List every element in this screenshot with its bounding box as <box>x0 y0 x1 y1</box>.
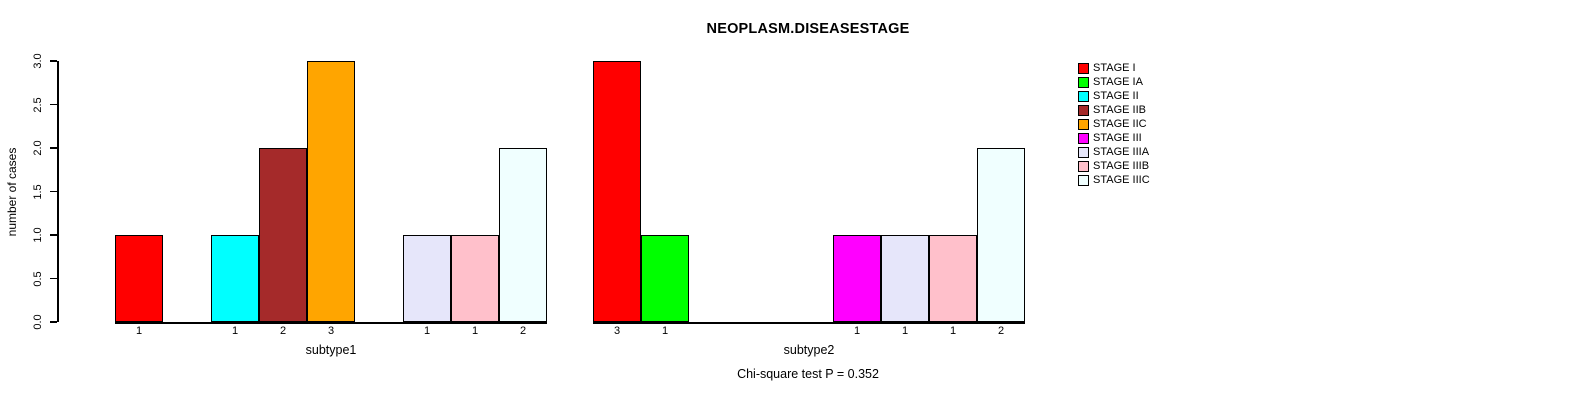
legend-item-label: STAGE IIB <box>1093 104 1146 116</box>
legend-item: STAGE IA <box>1078 75 1150 89</box>
bar-stage-iiib <box>929 235 977 322</box>
y-tick-mark <box>50 147 57 149</box>
legend-item-label: STAGE IIIA <box>1093 146 1150 158</box>
y-tick-label: 2.0 <box>32 140 44 156</box>
bar-count-label: 2 <box>279 325 287 337</box>
x-axis-line <box>115 322 547 324</box>
bar-count-label: 1 <box>471 325 479 337</box>
legend-item: STAGE III <box>1078 131 1150 145</box>
panel-label-subtype2: subtype2 <box>783 343 835 357</box>
legend-item: STAGE I <box>1078 61 1150 75</box>
bar-stage-iiia <box>881 235 929 322</box>
bar-stage-i <box>593 61 641 322</box>
bar-stage-iii <box>833 235 881 322</box>
legend-color-swatch <box>1078 174 1089 186</box>
legend-color-swatch <box>1078 62 1089 74</box>
bar-count-label: 2 <box>997 325 1005 337</box>
panel-label-subtype1: subtype1 <box>305 343 357 357</box>
y-tick-label: 0.0 <box>32 314 44 330</box>
y-axis-line <box>57 61 59 322</box>
bar-stage-i <box>115 235 163 322</box>
y-tick-mark <box>50 277 57 280</box>
legend-item-label: STAGE IIC <box>1093 118 1147 130</box>
bar-count-label: 1 <box>231 325 239 337</box>
y-tick-mark <box>50 321 57 323</box>
bar-stage-iiib <box>451 235 499 322</box>
chart-title: NEOPLASM.DISEASESTAGE <box>706 21 910 37</box>
y-tick-label: 1.0 <box>32 227 44 243</box>
legend-color-swatch <box>1078 118 1089 130</box>
bar-count-label: 1 <box>901 325 909 337</box>
bar-stage-ii <box>211 235 259 322</box>
bar-stage-iib <box>259 148 307 322</box>
y-tick-mark <box>50 234 57 236</box>
bar-stage-iiic <box>499 148 547 322</box>
bar-count-label: 1 <box>423 325 431 337</box>
legend-item-label: STAGE II <box>1093 90 1139 102</box>
legend-item: STAGE IIC <box>1078 117 1150 131</box>
bar-stage-iiia <box>403 235 451 322</box>
chi-square-annotation: Chi-square test P = 0.352 <box>737 367 879 381</box>
legend: STAGE I STAGE IA STAGE II STAGE IIB STAGE II… <box>1078 61 1150 187</box>
legend-item: STAGE IIIC <box>1078 173 1150 187</box>
legend-item-label: STAGE IIIB <box>1093 160 1150 172</box>
bar-count-label: 1 <box>853 325 861 337</box>
bar-stage-iic <box>307 61 355 322</box>
bar-count-label: 2 <box>519 325 527 337</box>
bar-count-label: 3 <box>327 325 335 337</box>
legend-item-label: STAGE III <box>1093 132 1142 144</box>
legend-item: STAGE IIB <box>1078 103 1150 117</box>
legend-item: STAGE IIIA <box>1078 145 1150 159</box>
legend-item-label: STAGE IA <box>1093 76 1143 88</box>
legend-color-swatch <box>1078 104 1089 116</box>
y-tick-label: 2.5 <box>32 96 44 113</box>
y-axis-title: number of cases <box>5 147 19 237</box>
legend-color-swatch <box>1078 132 1089 144</box>
legend-color-swatch <box>1078 76 1089 88</box>
bar-count-label: 3 <box>613 325 621 337</box>
y-tick-mark <box>50 103 57 106</box>
legend-color-swatch <box>1078 90 1089 102</box>
legend-item: STAGE IIIB <box>1078 159 1150 173</box>
y-tick-label: 1.5 <box>32 183 44 200</box>
x-axis-line <box>593 322 1025 324</box>
y-tick-label: 3.0 <box>32 53 44 69</box>
legend-item: STAGE II <box>1078 89 1150 103</box>
legend-color-swatch <box>1078 146 1089 158</box>
bar-count-label: 1 <box>135 325 143 337</box>
y-tick-label: 0.5 <box>32 270 44 287</box>
y-tick-mark <box>50 190 57 193</box>
bar-stage-ia <box>641 235 689 322</box>
legend-item-label: STAGE IIIC <box>1093 174 1150 186</box>
bar-count-label: 1 <box>949 325 957 337</box>
legend-item-label: STAGE I <box>1093 62 1136 74</box>
bar-count-label: 1 <box>661 325 669 337</box>
y-tick-mark <box>50 60 57 62</box>
bar-stage-iiic <box>977 148 1025 322</box>
legend-color-swatch <box>1078 160 1089 172</box>
